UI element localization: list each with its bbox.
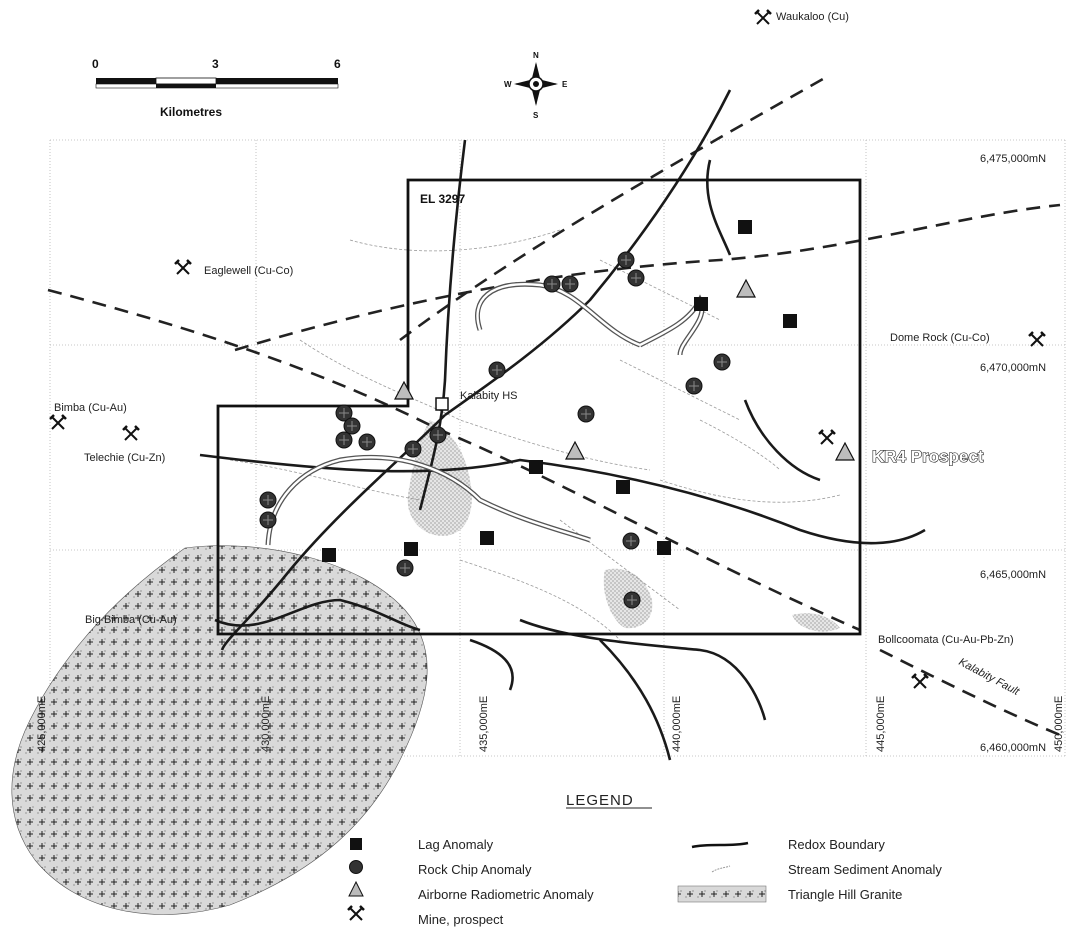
stream-sediment-drainage xyxy=(229,229,841,641)
rock-chip-marker xyxy=(577,405,595,423)
locality-bimba: Bimba (Cu-Au) xyxy=(54,402,127,414)
mine-icon xyxy=(754,9,772,25)
easting-label: 425,000mE xyxy=(36,696,48,752)
locality-telechie: Telechie (Cu-Zn) xyxy=(84,452,165,464)
scale-unit: Kilometres xyxy=(160,105,222,119)
rock-chip-marker xyxy=(617,251,635,269)
scale-tick-0: 0 xyxy=(92,57,99,71)
legend-item-label: Stream Sediment Anomaly xyxy=(788,862,942,877)
rock-chip-marker xyxy=(623,591,641,609)
legend-granite-symbol xyxy=(677,885,767,903)
rock-chip-marker xyxy=(627,269,645,287)
legend-rock-chip-symbol xyxy=(349,860,363,874)
locality-dome-rock: Dome Rock (Cu-Co) xyxy=(890,332,990,344)
mine-icons xyxy=(49,9,1046,689)
legend-item-label: Airborne Radiometric Anomaly xyxy=(418,887,594,902)
radiometric-marker xyxy=(835,441,855,461)
legend-title: LEGEND xyxy=(566,792,634,809)
mine-icon xyxy=(49,414,67,430)
lag-anomaly-marker xyxy=(404,542,418,556)
mine-icon xyxy=(911,673,929,689)
lag-anomaly-marker xyxy=(657,541,671,555)
legend-radiometric-symbol xyxy=(348,880,364,897)
scale-tick-3: 3 xyxy=(212,57,219,71)
lag-anomalies xyxy=(322,220,797,562)
mine-icon xyxy=(122,425,140,441)
northing-label: 6,475,000mN xyxy=(980,153,1046,165)
legend-redox-symbol xyxy=(691,841,749,849)
lag-anomaly-marker xyxy=(694,297,708,311)
compass-w: W xyxy=(504,80,512,89)
tenement-label: EL 3297 xyxy=(420,192,465,206)
compass-s: S xyxy=(533,111,539,120)
rock-chip-marker xyxy=(622,532,640,550)
rock-chip-marker xyxy=(404,440,422,458)
mine-icon xyxy=(818,429,836,445)
easting-label: 450,000mE xyxy=(1053,696,1065,752)
compass-rose: N S W E xyxy=(504,51,568,120)
radiometric-anomalies xyxy=(394,278,855,461)
lag-anomaly-marker xyxy=(616,480,630,494)
rock-chip-marker xyxy=(685,377,703,395)
compass-e: E xyxy=(562,80,568,89)
lag-anomaly-marker xyxy=(322,548,336,562)
mine-icon xyxy=(174,259,192,275)
locality-bollcoomata: Bollcoomata (Cu-Au-Pb-Zn) xyxy=(878,634,1014,646)
legend-item-label: Redox Boundary xyxy=(788,837,885,852)
grid-lines xyxy=(49,139,1066,757)
locality-waukaloo: Waukaloo (Cu) xyxy=(776,11,849,23)
lag-anomaly-marker xyxy=(480,531,494,545)
legend-item-label: Rock Chip Anomaly xyxy=(418,862,532,877)
rock-chip-anomalies xyxy=(259,251,731,609)
mine-icon xyxy=(1028,331,1046,347)
locality-eaglewell: Eaglewell (Cu-Co) xyxy=(204,265,293,277)
legend-lag-symbol xyxy=(350,838,362,850)
tenement-boundary xyxy=(216,178,862,636)
radiometric-marker xyxy=(736,278,756,298)
rock-chip-marker xyxy=(335,431,353,449)
rock-chip-marker xyxy=(713,353,731,371)
radiometric-marker xyxy=(565,440,585,460)
easting-label: 440,000mE xyxy=(671,696,683,752)
locality-big-bimba: Big Bimba (Cu-Au) xyxy=(85,614,177,626)
easting-label: 430,000mE xyxy=(260,696,272,752)
prospect-label: KR4 Prospect xyxy=(872,447,984,466)
rock-chip-marker xyxy=(429,426,447,444)
legend-item-label: Mine, prospect xyxy=(418,912,504,927)
lag-anomaly-marker xyxy=(738,220,752,234)
rock-chip-marker xyxy=(543,275,561,293)
legend-mine-icon xyxy=(347,905,365,921)
radiometric-marker xyxy=(394,380,414,400)
rock-chip-marker xyxy=(343,417,361,435)
triangle-hill-granite xyxy=(11,545,428,915)
rock-chip-marker xyxy=(335,404,353,422)
easting-label: 445,000mE xyxy=(875,696,887,752)
rock-chip-marker xyxy=(259,491,277,509)
homestead-label: Kalabity HS xyxy=(460,390,517,402)
redox-boundary-lines xyxy=(199,89,926,761)
lag-anomaly-marker xyxy=(783,314,797,328)
rock-chip-marker xyxy=(488,361,506,379)
scale-tick-6: 6 xyxy=(334,57,341,71)
easting-label: 435,000mE xyxy=(478,696,490,752)
homestead-marker xyxy=(435,397,449,411)
rock-chip-marker xyxy=(561,275,579,293)
northing-label: 6,470,000mN xyxy=(980,362,1046,374)
legend-item-label: Triangle Hill Granite xyxy=(788,887,902,902)
stream-sediment-areas xyxy=(407,420,840,632)
scale-bar: 0 3 6 Kilometres xyxy=(92,57,341,119)
rock-chip-marker xyxy=(259,511,277,529)
northing-label: 6,460,000mN xyxy=(980,742,1046,754)
lag-anomaly-marker xyxy=(529,460,543,474)
legend-item-label: Lag Anomaly xyxy=(418,837,494,852)
northing-label: 6,465,000mN xyxy=(980,569,1046,581)
rock-chip-marker xyxy=(396,559,414,577)
legend: LEGEND Lag Anomaly Rock Chip Anomaly Air… xyxy=(347,792,942,927)
compass-n: N xyxy=(533,51,539,60)
legend-stream-symbol xyxy=(711,865,731,873)
rock-chip-marker xyxy=(358,433,376,451)
